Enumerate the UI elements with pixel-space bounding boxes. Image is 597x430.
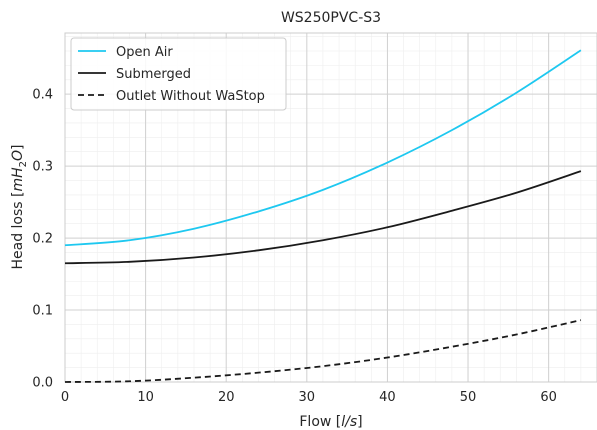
x-tick-label: 0: [61, 390, 69, 405]
x-tick-label: 60: [540, 390, 557, 405]
plot-frame: [64, 32, 597, 383]
y-tick-label: 0.1: [32, 304, 53, 319]
legend: Open Air Submerged Outlet Without WaStop: [70, 37, 287, 111]
x-tick-label: 30: [299, 390, 316, 405]
x-tick-label: 50: [460, 390, 477, 405]
x-tick-label: 40: [379, 390, 396, 405]
x-tick-labels: 0 10 20 30 40 50 60: [61, 390, 557, 405]
legend-box: [70, 37, 287, 111]
x-tick-label: 20: [218, 390, 235, 405]
y-tick-labels: 0.0 0.1 0.2 0.3 0.4: [32, 88, 53, 391]
chart-title: WS250PVC-S3: [281, 10, 381, 26]
legend-label-outlet-without-wastop: Outlet Without WaStop: [116, 89, 265, 104]
series-line-outlet-without-wastop: [64, 319, 582, 383]
y-axis-label: Head loss [mH2O]: [10, 144, 29, 269]
x-axis-label: Flow [l/s]: [299, 414, 362, 430]
y-tick-label: 0.3: [32, 160, 53, 175]
legend-label-open-air: Open Air: [116, 45, 173, 60]
series-line-open-air: [64, 49, 582, 247]
series-layer: [64, 49, 582, 383]
series-line-submerged: [64, 170, 582, 265]
y-tick-label: 0.0: [32, 376, 53, 391]
legend-label-submerged: Submerged: [116, 67, 191, 82]
y-tick-label: 0.2: [32, 232, 53, 247]
x-tick-label: 10: [137, 390, 154, 405]
y-tick-label: 0.4: [32, 88, 53, 103]
